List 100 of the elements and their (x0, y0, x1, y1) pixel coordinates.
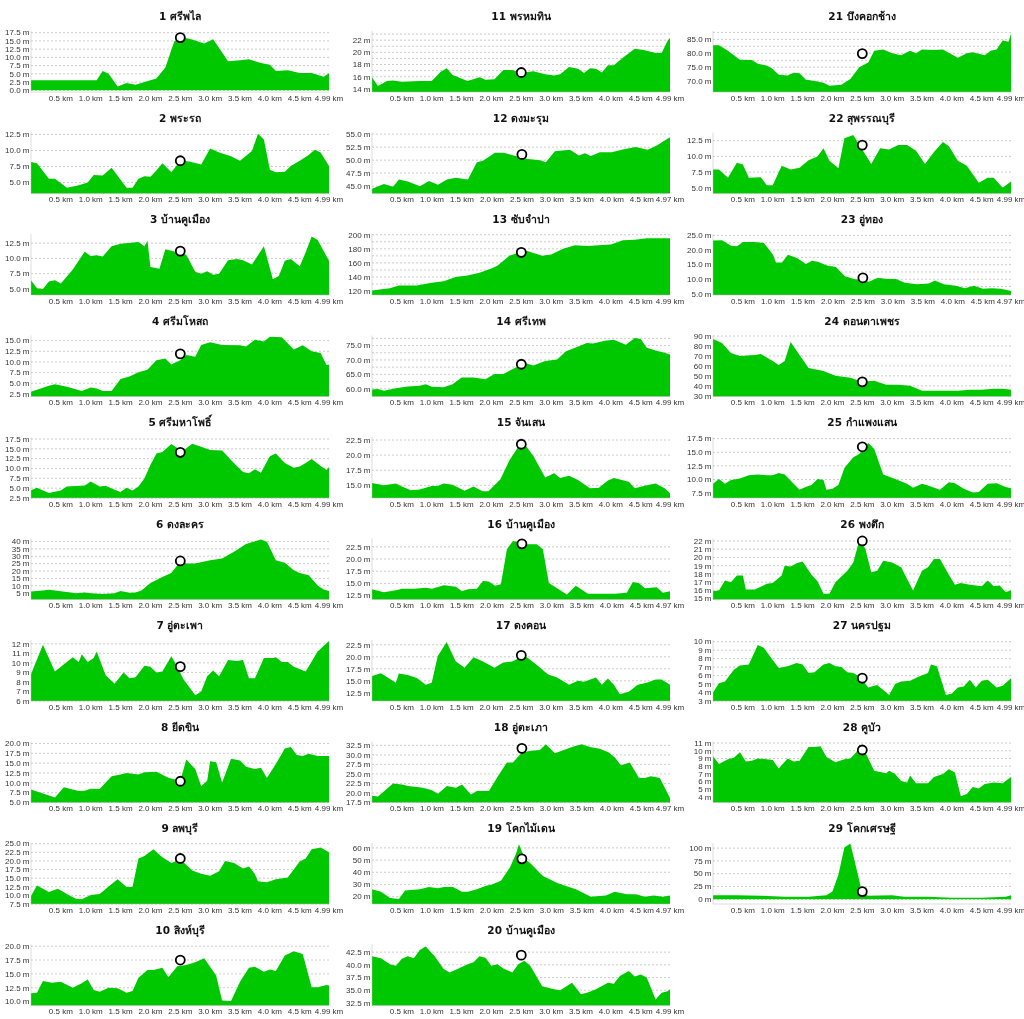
x-tick-label: 3.0 km (198, 499, 223, 509)
chart-title: 13 ซับจำปา (492, 213, 550, 225)
x-tick-label: 2.5 km (850, 702, 875, 712)
y-tick-label: 10.0 m (5, 357, 30, 367)
x-tick-label: 0.5 km (389, 702, 415, 712)
y-tick-label: 10 m (11, 658, 30, 668)
x-tick-label: 4.99 km (314, 804, 344, 813)
x-tick-label: 4.5 km (969, 93, 995, 103)
y-tick-label: 20.0 m (346, 652, 371, 662)
chart-title: 24 ดอนตาเพชร (824, 314, 900, 327)
x-tick-label: 2.0 km (479, 702, 504, 712)
x-tick-label: 4.5 km (287, 905, 313, 915)
x-tick-label: 4.0 km (598, 499, 624, 509)
y-tick-label: 27.5 m (346, 760, 371, 770)
x-tick-label: 3.5 km (910, 499, 935, 509)
x-tick-label: 2.0 km (138, 296, 163, 306)
x-tick-label: 3.5 km (910, 601, 935, 610)
x-tick-label: 1.0 km (78, 499, 104, 509)
x-tick-label: 4.5 km (629, 905, 655, 915)
y-tick-label: 12.5 m (346, 688, 371, 698)
y-tick-label: 200 m (348, 230, 371, 240)
x-tick-label: 3.5 km (228, 296, 253, 306)
x-tick-label: 2.5 km (509, 702, 534, 712)
chart-title: 29 โคกเศรษฐี (828, 822, 896, 835)
y-tick-label: 65.0 m (346, 370, 371, 380)
y-tick-label: 7.5 m (9, 61, 30, 71)
x-tick-label: 4.97 km (655, 601, 685, 610)
y-tick-label: 10.0 m (5, 53, 30, 63)
x-tick-label: 2.5 km (509, 296, 534, 306)
x-tick-label: 3.5 km (910, 804, 935, 813)
y-tick-label: 12 m (11, 639, 30, 649)
x-tick-label: 3.0 km (880, 702, 905, 712)
x-tick-label: 1.5 km (108, 905, 133, 915)
x-tick-label: 1.5 km (108, 398, 133, 407)
x-tick-label: 2.5 km (850, 93, 875, 103)
x-tick-label: 3.5 km (228, 499, 253, 509)
x-tick-label: 0.5 km (389, 398, 415, 407)
y-tick-label: 12.5 m (5, 882, 30, 892)
y-tick-label: 15.0 m (5, 758, 30, 768)
y-tick-label: 18 m (352, 60, 371, 70)
x-tick-label: 4.0 km (257, 296, 283, 306)
y-tick-label: 120 m (348, 286, 371, 296)
x-tick-label: 1.0 km (78, 702, 104, 712)
x-tick-label: 3.5 km (569, 702, 594, 712)
x-tick-label: 4.0 km (257, 905, 283, 915)
x-tick-label: 2.0 km (479, 1007, 504, 1016)
x-tick-label: 1.5 km (108, 804, 133, 813)
x-tick-label: 1.5 km (790, 296, 816, 306)
y-tick-label: 5.0 m (9, 178, 30, 188)
y-tick-label: 15 m (11, 574, 30, 584)
x-tick-label: 1.0 km (78, 195, 104, 204)
y-tick-label: 7.5 m (9, 368, 30, 378)
chart-title: 9 ลพบุรี (161, 822, 199, 836)
y-tick-label: 15.0 m (5, 444, 30, 454)
x-tick-label: 4.0 km (939, 601, 965, 610)
x-tick-label: 2.0 km (820, 601, 845, 610)
x-tick-label: 4.99 km (996, 905, 1024, 915)
x-tick-label: 2.0 km (138, 804, 163, 813)
x-tick-label: 3.5 km (228, 1007, 253, 1016)
x-tick-label: 1.5 km (108, 93, 133, 103)
y-tick-label: 17.5 m (5, 434, 30, 444)
x-tick-label: 2.0 km (138, 93, 163, 103)
x-tick-label: 2.5 km (509, 905, 535, 915)
y-tick-label: 10.0 m (5, 146, 30, 156)
y-tick-label: 17.5 m (687, 434, 712, 444)
x-tick-label: 4.5 km (628, 398, 654, 407)
x-tick-label: 2.5 km (168, 93, 193, 103)
x-tick-label: 4.5 km (287, 93, 313, 103)
x-tick-label: 2.0 km (479, 905, 505, 915)
y-tick-label: 22.5 m (5, 848, 30, 858)
y-tick-label: 2.5 m (9, 77, 30, 87)
y-tick-label: 20 m (693, 553, 712, 563)
x-tick-label: 4.99 km (996, 499, 1024, 509)
x-tick-label: 4.5 km (628, 93, 654, 103)
x-tick-label: 4.0 km (257, 499, 283, 509)
x-tick-label: 1.0 km (419, 398, 445, 407)
x-tick-label: 1.5 km (790, 195, 815, 204)
x-tick-label: 2.0 km (820, 93, 845, 103)
x-tick-label: 2.0 km (138, 195, 163, 204)
x-tick-label: 4.99 km (655, 702, 685, 712)
x-tick-label: 4.5 km (287, 195, 313, 204)
y-tick-label: 15.0 m (5, 336, 30, 346)
x-tick-label: 4.5 km (969, 804, 995, 813)
y-tick-label: 70 m (693, 351, 712, 361)
x-tick-label: 4.5 km (287, 499, 313, 509)
x-tick-label: 2.0 km (138, 398, 163, 407)
x-tick-label: 1.5 km (790, 804, 815, 813)
x-tick-label: 3.5 km (228, 702, 253, 712)
y-tick-label: 5.0 m (9, 798, 30, 808)
y-tick-label: 40.0 m (346, 960, 371, 970)
chart-title: 23 อู่ทอง (840, 213, 884, 227)
x-tick-label: 4.0 km (257, 398, 283, 407)
chart-title: 21 บึงคอกช้าง (828, 10, 896, 22)
x-tick-label: 3.0 km (198, 195, 223, 204)
y-tick-label: 4 m (698, 688, 712, 698)
x-tick-label: 4.5 km (969, 398, 995, 407)
y-tick-label: 6 m (698, 777, 712, 787)
x-tick-label: 3.5 km (228, 195, 253, 204)
x-tick-label: 2.5 km (850, 905, 875, 915)
x-tick-label: 2.5 km (168, 296, 193, 306)
